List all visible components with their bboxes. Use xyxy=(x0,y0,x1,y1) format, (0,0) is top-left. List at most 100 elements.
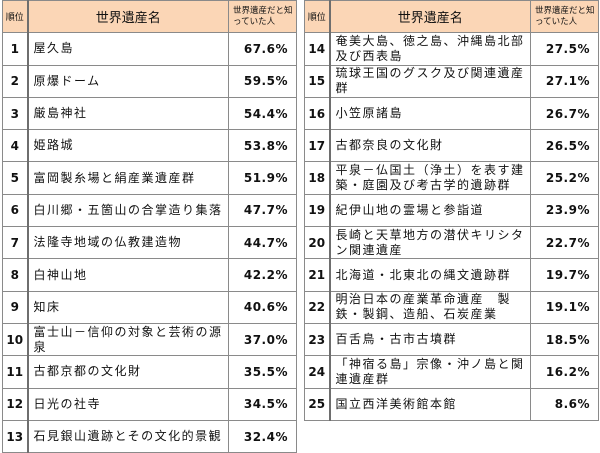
rank-cell: 8 xyxy=(2,258,29,292)
percent-cell: 44.7% xyxy=(228,226,297,260)
table-row: 4 姫路城 53.8% xyxy=(2,129,297,163)
ranking-table-left: 順位 世界遺産名 世界遺産だと知っていた人 1 屋久島 67.6% 2 原爆ドーム 59.… xyxy=(2,0,297,453)
heritage-name-cell: 古都京都の文化財 xyxy=(27,355,229,389)
heritage-name-cell: 国立西洋美術館本館 xyxy=(329,387,531,421)
table-row: 21 北海道・北東北の縄文遺跡群 19.7% xyxy=(304,258,599,292)
name-header: 世界遺産名 xyxy=(329,0,531,34)
percent-cell: 19.1% xyxy=(530,290,599,324)
heritage-name-cell: 厳島神社 xyxy=(27,96,229,131)
rank-cell: 19 xyxy=(304,193,331,228)
percent-cell: 37.0% xyxy=(228,322,297,357)
percent-cell: 40.6% xyxy=(228,290,297,324)
heritage-name-cell: 富士山－信仰の対象と芸術の源泉 xyxy=(27,322,229,357)
table-row: 9 知床 40.6% xyxy=(2,290,297,324)
name-header: 世界遺産名 xyxy=(27,0,229,34)
rank-cell: 11 xyxy=(2,355,29,389)
percent-cell: 18.5% xyxy=(530,322,599,357)
table-row: 12 日光の社寺 34.5% xyxy=(2,387,297,421)
rank-cell: 24 xyxy=(304,355,331,389)
rank-cell: 5 xyxy=(2,161,29,195)
table-row: 5 富岡製糸場と絹産業遺産群 51.9% xyxy=(2,161,297,195)
heritage-name-cell: 百舌鳥・古市古墳群 xyxy=(329,322,531,357)
percent-cell: 26.5% xyxy=(530,129,599,163)
table-row: 17 古都奈良の文化財 26.5% xyxy=(304,129,599,163)
table-row: 7 法隆寺地域の仏教建造物 44.7% xyxy=(2,226,297,260)
heritage-name-cell: 法隆寺地域の仏教建造物 xyxy=(27,226,229,260)
table-row: 20 長崎と天草地方の潜伏キリシタン関連遺産 22.7% xyxy=(304,226,599,260)
table-row: 11 古都京都の文化財 35.5% xyxy=(2,355,297,389)
rank-cell: 20 xyxy=(304,226,331,260)
rank-cell: 17 xyxy=(304,129,331,163)
heritage-name-cell: 富岡製糸場と絹産業遺産群 xyxy=(27,161,229,195)
heritage-name-cell: 古都奈良の文化財 xyxy=(329,129,531,163)
table-row: 16 小笠原諸島 26.7% xyxy=(304,96,599,131)
percent-cell: 67.6% xyxy=(228,32,297,66)
percent-cell: 35.5% xyxy=(228,355,297,389)
table-row: 6 白川郷・五箇山の合掌造り集落 47.7% xyxy=(2,193,297,228)
heritage-name-cell: 琉球王国のグスク及び関連遺産群 xyxy=(329,64,531,98)
heritage-name-cell: 白神山地 xyxy=(27,258,229,292)
percent-cell: 26.7% xyxy=(530,96,599,131)
rank-cell: 7 xyxy=(2,226,29,260)
table-row: 10 富士山－信仰の対象と芸術の源泉 37.0% xyxy=(2,322,297,357)
rank-cell: 6 xyxy=(2,193,29,228)
rank-cell: 12 xyxy=(2,387,29,421)
percent-cell: 27.5% xyxy=(530,32,599,66)
heritage-name-cell: 奄美大島、徳之島、沖縄島北部及び西表島 xyxy=(329,32,531,66)
percent-cell: 54.4% xyxy=(228,96,297,131)
header-row: 順位 世界遺産名 世界遺産だと知っていた人 xyxy=(2,0,297,34)
rank-cell: 4 xyxy=(2,129,29,163)
rank-cell: 25 xyxy=(304,387,331,421)
table-row: 25 国立西洋美術館本館 8.6% xyxy=(304,387,599,421)
heritage-name-cell: 北海道・北東北の縄文遺跡群 xyxy=(329,258,531,292)
rank-cell: 15 xyxy=(304,64,331,98)
rank-cell: 22 xyxy=(304,290,331,324)
percent-cell: 32.4% xyxy=(228,419,297,453)
rank-cell: 13 xyxy=(2,419,29,453)
table-row: 23 百舌鳥・古市古墳群 18.5% xyxy=(304,322,599,357)
percent-cell: 19.7% xyxy=(530,258,599,292)
heritage-name-cell: 紀伊山地の霊場と参詣道 xyxy=(329,193,531,228)
table-row: 18 平泉－仏国土（浄土）を表す建築・庭園及び考古学的遺跡群 25.2% xyxy=(304,161,599,195)
heritage-name-cell: 屋久島 xyxy=(27,32,229,66)
rank-cell: 3 xyxy=(2,96,29,131)
percent-header: 世界遺産だと知っていた人 xyxy=(530,0,599,34)
percent-cell: 8.6% xyxy=(530,387,599,421)
percent-cell: 53.8% xyxy=(228,129,297,163)
table-row: 22 明治日本の産業革命遺産 製鉄・製鋼、造船、石炭産業 19.1% xyxy=(304,290,599,324)
percent-cell: 27.1% xyxy=(530,64,599,98)
rank-cell: 14 xyxy=(304,32,331,66)
percent-cell: 25.2% xyxy=(530,161,599,195)
percent-cell: 51.9% xyxy=(228,161,297,195)
table-row: 13 石見銀山遺跡とその文化的景観 32.4% xyxy=(2,419,297,453)
table-row: 1 屋久島 67.6% xyxy=(2,32,297,66)
rank-cell: 10 xyxy=(2,322,29,357)
table-row: 15 琉球王国のグスク及び関連遺産群 27.1% xyxy=(304,64,599,98)
percent-cell: 42.2% xyxy=(228,258,297,292)
percent-cell: 23.9% xyxy=(530,193,599,228)
rank-cell: 2 xyxy=(2,64,29,98)
heritage-name-cell: 知床 xyxy=(27,290,229,324)
rank-header: 順位 xyxy=(304,0,331,34)
heritage-name-cell: 原爆ドーム xyxy=(27,64,229,98)
heritage-name-cell: 長崎と天草地方の潜伏キリシタン関連遺産 xyxy=(329,226,531,260)
table-row: 19 紀伊山地の霊場と参詣道 23.9% xyxy=(304,193,599,228)
table-row: 8 白神山地 42.2% xyxy=(2,258,297,292)
table-row: 24 「神宿る島」宗像・沖ノ島と関連遺産群 16.2% xyxy=(304,355,599,389)
rank-cell: 9 xyxy=(2,290,29,324)
rank-cell: 21 xyxy=(304,258,331,292)
heritage-name-cell: 白川郷・五箇山の合掌造り集落 xyxy=(27,193,229,228)
rank-cell: 23 xyxy=(304,322,331,357)
percent-cell: 34.5% xyxy=(228,387,297,421)
percent-cell: 22.7% xyxy=(530,226,599,260)
rank-cell: 1 xyxy=(2,32,29,66)
ranking-table-right: 順位 世界遺産名 世界遺産だと知っていた人 14 奄美大島、徳之島、沖縄島北部及び… xyxy=(304,0,599,421)
heritage-name-cell: 石見銀山遺跡とその文化的景観 xyxy=(27,419,229,453)
table-row: 3 厳島神社 54.4% xyxy=(2,96,297,131)
table-row: 14 奄美大島、徳之島、沖縄島北部及び西表島 27.5% xyxy=(304,32,599,66)
heritage-name-cell: 明治日本の産業革命遺産 製鉄・製鋼、造船、石炭産業 xyxy=(329,290,531,324)
percent-header: 世界遺産だと知っていた人 xyxy=(228,0,297,34)
heritage-name-cell: 「神宿る島」宗像・沖ノ島と関連遺産群 xyxy=(329,355,531,389)
rank-header: 順位 xyxy=(2,0,29,34)
table-row: 2 原爆ドーム 59.5% xyxy=(2,64,297,98)
